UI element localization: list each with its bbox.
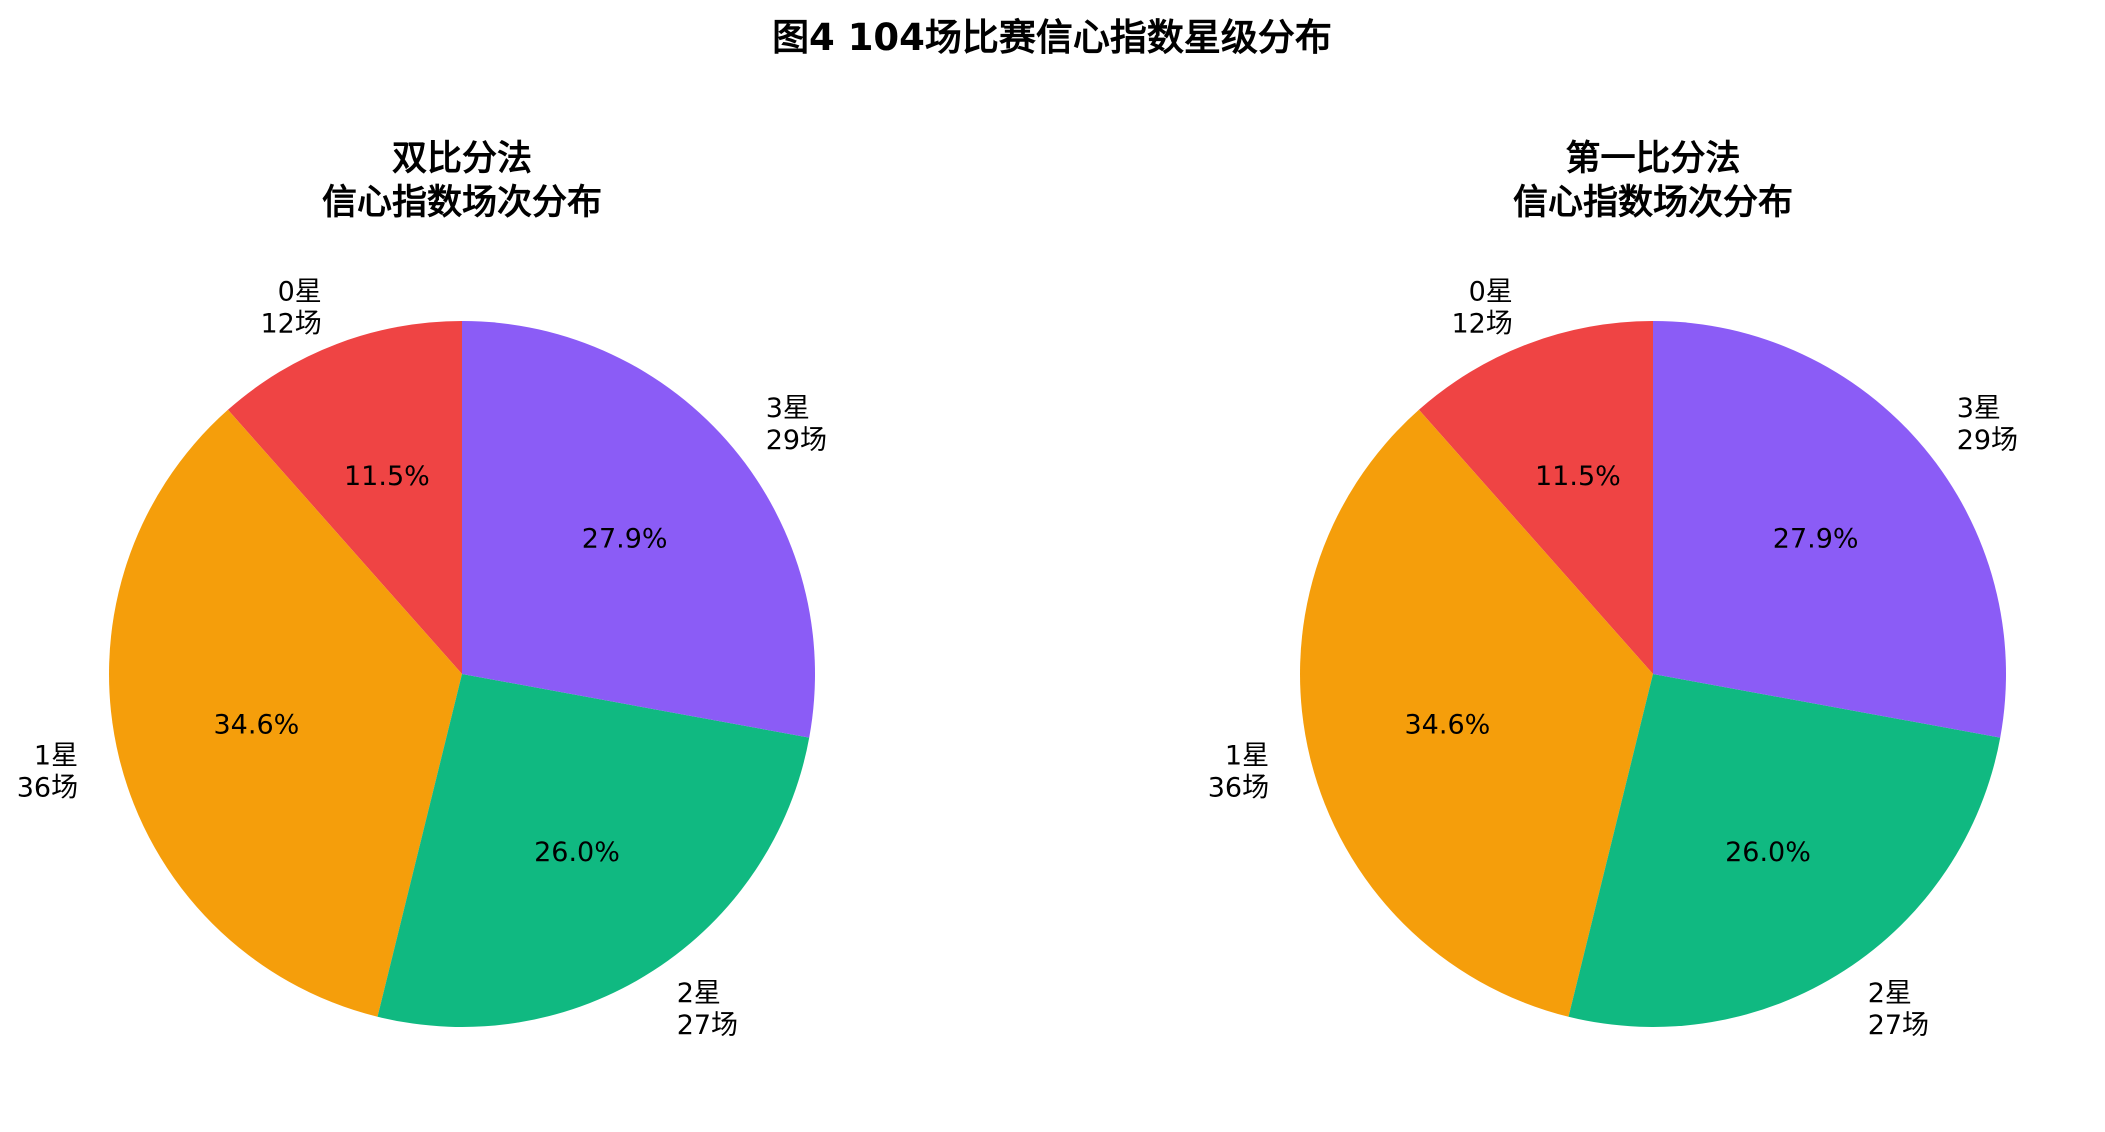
- slice-count-label: 27场: [1868, 1010, 1929, 1041]
- slice-count-label: 29场: [1957, 425, 2018, 456]
- slice-category-label: 2星: [1868, 978, 1912, 1009]
- slice-percent-label: 26.0%: [534, 837, 620, 868]
- slice-percent-label: 26.0%: [1725, 837, 1811, 868]
- slice-category-label: 1星: [34, 741, 78, 772]
- slice-category-label: 3星: [766, 393, 810, 424]
- slice-percent-label: 11.5%: [1535, 461, 1621, 492]
- pie-title-line-1: 第一比分法: [1565, 139, 1740, 179]
- slice-count-label: 36场: [17, 773, 78, 804]
- pie-slice: [1568, 674, 2001, 1027]
- figure-title: 图4 104场比赛信心指数星级分布: [772, 16, 1332, 59]
- slice-percent-label: 34.6%: [214, 710, 300, 741]
- slice-percent-label: 11.5%: [344, 461, 430, 492]
- pie-title-line-2: 信心指数场次分布: [1513, 183, 1793, 223]
- slice-count-label: 36场: [1208, 773, 1269, 804]
- slice-category-label: 0星: [1469, 276, 1513, 307]
- slice-category-label: 0星: [278, 276, 322, 307]
- slice-count-label: 12场: [260, 308, 321, 339]
- pie-title-line-1: 双比分法: [392, 139, 532, 179]
- pie-slice: [1300, 409, 1653, 1017]
- slice-category-label: 1星: [1225, 741, 1269, 772]
- slice-count-label: 12场: [1451, 308, 1512, 339]
- slice-count-label: 29场: [766, 425, 827, 456]
- pie-title-line-2: 信心指数场次分布: [322, 183, 602, 223]
- pie-slice: [227, 321, 462, 674]
- pie-slice: [109, 409, 462, 1017]
- pie-slice: [462, 321, 816, 738]
- slice-count-label: 27场: [677, 1010, 738, 1041]
- pie-slice: [1418, 321, 1653, 674]
- slice-percent-label: 27.9%: [582, 523, 668, 554]
- slice-percent-label: 34.6%: [1405, 710, 1491, 741]
- pie-slice: [1653, 321, 2007, 738]
- slice-percent-label: 27.9%: [1773, 523, 1859, 554]
- pie-slice: [377, 674, 810, 1027]
- slice-category-label: 2星: [677, 978, 721, 1009]
- slice-category-label: 3星: [1957, 393, 2001, 424]
